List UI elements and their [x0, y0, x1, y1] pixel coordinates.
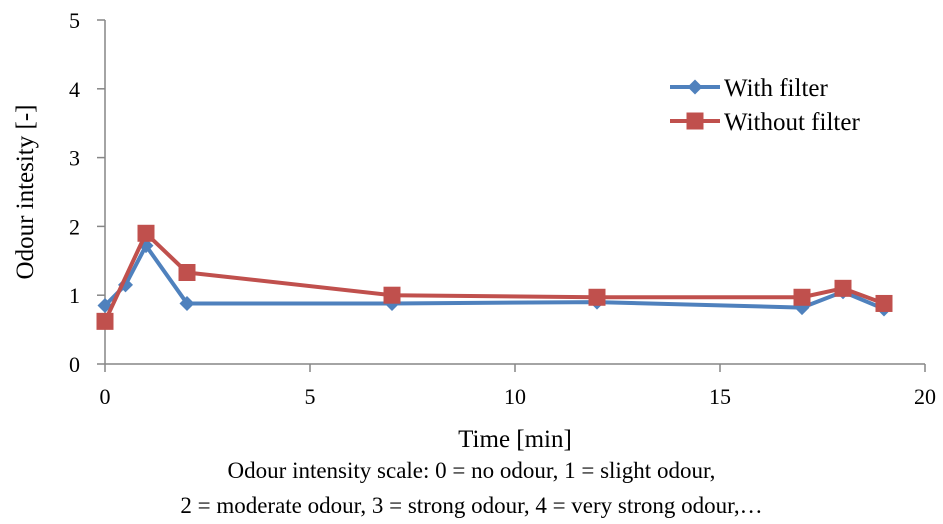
- legend-marker-1: [687, 79, 703, 95]
- x-tick-label: 10: [504, 384, 526, 409]
- y-tick-label: 4: [69, 77, 80, 102]
- x-tick-label: 0: [100, 384, 111, 409]
- y-tick-label: 5: [69, 8, 80, 33]
- series-2-point: [834, 279, 852, 297]
- series-1-point: [179, 295, 195, 311]
- intensity-scale-caption-line-2: 2 = moderate odour, 3 = strong odour, 4 …: [180, 493, 763, 518]
- axes: 0 1 2 3 4 5 0 5 10 15 20: [69, 8, 936, 409]
- series-2-point: [588, 288, 606, 306]
- intensity-scale-caption-line-1: Odour intensity scale: 0 = no odour, 1 =…: [227, 458, 716, 483]
- y-tick-label: 0: [69, 352, 80, 377]
- x-tick-label: 5: [305, 384, 316, 409]
- x-tick-label: 15: [709, 384, 731, 409]
- legend-label-2: Without filter: [724, 109, 860, 136]
- series-2-point: [875, 294, 893, 312]
- series-2-point: [793, 288, 811, 306]
- y-axis-title: Odour intesity [-]: [12, 105, 39, 280]
- series-2: [96, 224, 893, 330]
- legend: With filter Without filter: [670, 75, 860, 136]
- series-2-point: [383, 286, 401, 304]
- x-axis-title: Time [min]: [458, 426, 572, 453]
- y-tick-label: 1: [69, 283, 80, 308]
- y-tick-label: 2: [69, 214, 80, 239]
- series-layer: [96, 224, 893, 330]
- series-2-point: [137, 224, 155, 242]
- series-2-point: [178, 263, 196, 281]
- x-tick-label: 20: [914, 384, 936, 409]
- legend-label-1: With filter: [724, 75, 828, 102]
- legend-marker-2: [686, 112, 704, 130]
- y-tick-label: 3: [69, 146, 80, 171]
- series-2-point: [96, 312, 114, 330]
